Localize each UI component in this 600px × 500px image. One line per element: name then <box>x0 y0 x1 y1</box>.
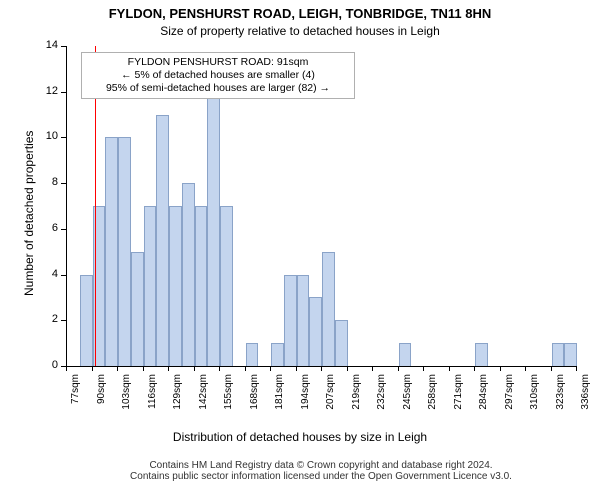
x-tick-mark <box>92 366 93 371</box>
x-tick-label: 181sqm <box>274 374 285 432</box>
histogram-bar <box>335 320 348 366</box>
x-tick-mark <box>423 366 424 371</box>
histogram-bar <box>284 275 297 366</box>
x-tick-label: 245sqm <box>402 374 413 432</box>
x-tick-label: 168sqm <box>249 374 260 432</box>
histogram-bar <box>271 343 284 366</box>
histogram-bar <box>297 275 310 366</box>
x-tick-mark <box>551 366 552 371</box>
x-tick-label: 77sqm <box>70 374 81 432</box>
x-tick-label: 271sqm <box>453 374 464 432</box>
chart-container: FYLDON, PENSHURST ROAD, LEIGH, TONBRIDGE… <box>0 0 600 500</box>
x-tick-label: 129sqm <box>172 374 183 432</box>
histogram-bar <box>475 343 488 366</box>
x-tick-label: 297sqm <box>504 374 515 432</box>
x-tick-mark <box>347 366 348 371</box>
histogram-bar <box>552 343 565 366</box>
histogram-bar <box>322 252 335 366</box>
plot-area: FYLDON PENSHURST ROAD: 91sqm← 5% of deta… <box>66 46 577 367</box>
chart-title: FYLDON, PENSHURST ROAD, LEIGH, TONBRIDGE… <box>0 6 600 21</box>
histogram-bar <box>246 343 259 366</box>
x-tick-mark <box>117 366 118 371</box>
x-tick-mark <box>168 366 169 371</box>
histogram-bar <box>182 183 195 366</box>
y-tick-label: 14 <box>36 39 58 51</box>
x-tick-mark <box>449 366 450 371</box>
x-tick-label: 116sqm <box>147 374 158 432</box>
histogram-bar <box>309 297 322 366</box>
y-tick-label: 0 <box>36 359 58 371</box>
y-tick-label: 2 <box>36 313 58 325</box>
x-tick-label: 258sqm <box>427 374 438 432</box>
histogram-bar <box>131 252 144 366</box>
x-tick-mark <box>296 366 297 371</box>
x-tick-mark <box>219 366 220 371</box>
histogram-bar <box>564 343 577 366</box>
x-tick-mark <box>143 366 144 371</box>
footer-line-2: Contains public sector information licen… <box>66 471 576 482</box>
y-tick-mark <box>61 183 66 184</box>
x-tick-label: 323sqm <box>555 374 566 432</box>
x-tick-label: 207sqm <box>325 374 336 432</box>
x-tick-mark <box>245 366 246 371</box>
x-tick-mark <box>372 366 373 371</box>
y-tick-mark <box>61 46 66 47</box>
x-tick-label: 194sqm <box>300 374 311 432</box>
y-tick-label: 6 <box>36 222 58 234</box>
y-tick-mark <box>61 275 66 276</box>
histogram-bar <box>207 92 220 366</box>
x-tick-label: 142sqm <box>198 374 209 432</box>
chart-subtitle: Size of property relative to detached ho… <box>0 24 600 38</box>
x-tick-mark <box>525 366 526 371</box>
x-tick-mark <box>474 366 475 371</box>
x-tick-label: 232sqm <box>376 374 387 432</box>
footer-line-1: Contains HM Land Registry data © Crown c… <box>66 460 576 471</box>
y-tick-label: 8 <box>36 176 58 188</box>
histogram-bar <box>144 206 157 366</box>
x-tick-label: 155sqm <box>223 374 234 432</box>
y-axis-label: Number of detached properties <box>22 131 36 296</box>
x-tick-label: 336sqm <box>580 374 591 432</box>
y-tick-mark <box>61 229 66 230</box>
x-tick-label: 310sqm <box>529 374 540 432</box>
y-tick-mark <box>61 92 66 93</box>
x-tick-mark <box>576 366 577 371</box>
y-tick-label: 12 <box>36 85 58 97</box>
x-tick-mark <box>321 366 322 371</box>
x-tick-label: 90sqm <box>96 374 107 432</box>
histogram-bar <box>156 115 169 366</box>
x-tick-mark <box>398 366 399 371</box>
x-tick-mark <box>270 366 271 371</box>
x-tick-label: 284sqm <box>478 374 489 432</box>
y-tick-label: 10 <box>36 130 58 142</box>
x-tick-mark <box>194 366 195 371</box>
y-tick-label: 4 <box>36 268 58 280</box>
annotation-line: FYLDON PENSHURST ROAD: 91sqm <box>88 56 348 69</box>
annotation-box: FYLDON PENSHURST ROAD: 91sqm← 5% of deta… <box>81 52 355 99</box>
x-axis-label: Distribution of detached houses by size … <box>0 430 600 444</box>
histogram-bar <box>105 137 118 366</box>
histogram-bar <box>80 275 93 366</box>
histogram-bar <box>195 206 208 366</box>
annotation-line: 95% of semi-detached houses are larger (… <box>88 82 348 95</box>
x-tick-mark <box>66 366 67 371</box>
x-tick-label: 219sqm <box>351 374 362 432</box>
histogram-bar <box>169 206 182 366</box>
x-tick-mark <box>500 366 501 371</box>
histogram-bar <box>399 343 412 366</box>
histogram-bar <box>118 137 131 366</box>
annotation-line: ← 5% of detached houses are smaller (4) <box>88 69 348 82</box>
attribution-footer: Contains HM Land Registry data © Crown c… <box>66 460 576 482</box>
x-tick-label: 103sqm <box>121 374 132 432</box>
y-tick-mark <box>61 320 66 321</box>
y-tick-mark <box>61 137 66 138</box>
histogram-bar <box>220 206 233 366</box>
